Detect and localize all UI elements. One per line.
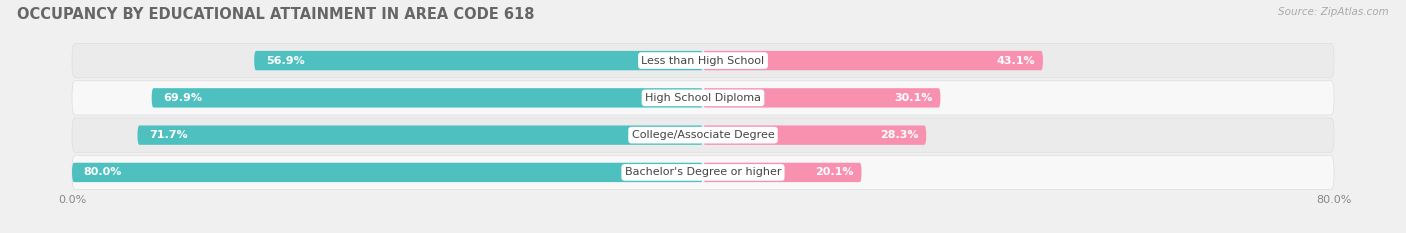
Text: Source: ZipAtlas.com: Source: ZipAtlas.com	[1278, 7, 1389, 17]
FancyBboxPatch shape	[703, 88, 941, 108]
FancyBboxPatch shape	[254, 51, 703, 70]
FancyBboxPatch shape	[72, 81, 1334, 115]
Text: 28.3%: 28.3%	[880, 130, 918, 140]
Text: Less than High School: Less than High School	[641, 56, 765, 65]
Text: College/Associate Degree: College/Associate Degree	[631, 130, 775, 140]
FancyBboxPatch shape	[152, 88, 703, 108]
FancyBboxPatch shape	[72, 118, 1334, 152]
FancyBboxPatch shape	[703, 51, 1043, 70]
FancyBboxPatch shape	[138, 125, 703, 145]
Text: 20.1%: 20.1%	[815, 168, 853, 177]
Text: 43.1%: 43.1%	[997, 56, 1035, 65]
FancyBboxPatch shape	[72, 163, 703, 182]
Text: 80.0%: 80.0%	[84, 168, 122, 177]
FancyBboxPatch shape	[72, 43, 1334, 78]
Text: High School Diploma: High School Diploma	[645, 93, 761, 103]
Text: 71.7%: 71.7%	[149, 130, 188, 140]
FancyBboxPatch shape	[72, 155, 1334, 190]
FancyBboxPatch shape	[703, 163, 862, 182]
Text: 56.9%: 56.9%	[266, 56, 305, 65]
Text: 30.1%: 30.1%	[894, 93, 932, 103]
Text: OCCUPANCY BY EDUCATIONAL ATTAINMENT IN AREA CODE 618: OCCUPANCY BY EDUCATIONAL ATTAINMENT IN A…	[17, 7, 534, 22]
FancyBboxPatch shape	[703, 125, 927, 145]
Text: 69.9%: 69.9%	[163, 93, 202, 103]
Text: Bachelor's Degree or higher: Bachelor's Degree or higher	[624, 168, 782, 177]
